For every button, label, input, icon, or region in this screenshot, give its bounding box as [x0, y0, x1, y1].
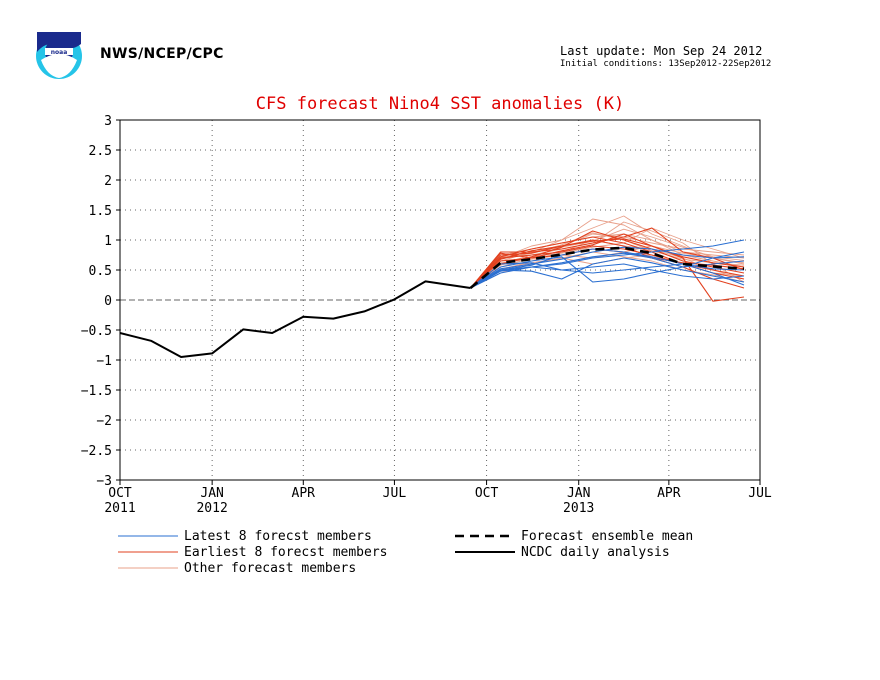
legend-label-analysis: NCDC daily analysis	[521, 545, 670, 560]
y-tick-label: −0.5	[81, 324, 112, 339]
x-tick-label: APR	[657, 486, 681, 501]
chart-axes: −3−2.5−2−1.5−1−0.500.511.522.53OCT2011JA…	[81, 114, 772, 516]
y-tick-label: 1	[104, 234, 112, 249]
y-tick-label: 2.5	[89, 144, 112, 159]
legend-label-mean: Forecast ensemble mean	[521, 529, 693, 544]
other-member-line	[470, 251, 745, 289]
latest-member-line	[470, 251, 745, 289]
initial-conditions-label: Initial conditions: 13Sep2012-22Sep2012	[560, 59, 772, 69]
main-lines-group	[119, 246, 745, 358]
chart-grid	[120, 120, 760, 480]
latest-member-line	[470, 246, 745, 289]
x-tick-label: JUL	[383, 486, 407, 501]
latest-member-line	[470, 262, 745, 289]
x-tick-label: JUL	[748, 486, 772, 501]
earliest-member-line	[470, 238, 745, 289]
x-tick-label: JAN	[567, 486, 590, 501]
last-update-label: Last update: Mon Sep 24 2012	[560, 44, 763, 58]
agency-label: NWS/NCEP/CPC	[100, 46, 224, 62]
latest-members-group	[470, 239, 745, 289]
y-tick-label: 3	[104, 114, 112, 129]
legend-label-other: Other forecast members	[184, 561, 356, 576]
latest-member-line	[470, 239, 745, 289]
plot-frame	[119, 119, 761, 481]
y-tick-label: −1	[96, 354, 112, 369]
x-tick-label: JAN	[200, 486, 223, 501]
x-tick-label: OCT	[475, 486, 499, 501]
latest-member-line	[470, 257, 745, 289]
y-tick-label: 0	[104, 294, 112, 309]
y-tick-label: −2	[96, 414, 112, 429]
chart-title: CFS forecast Nino4 SST anomalies (K)	[256, 94, 624, 114]
y-tick-label: −3	[96, 474, 112, 489]
earliest-member-line	[470, 233, 745, 302]
svg-text:noaa: noaa	[51, 49, 68, 56]
x-tick-year: 2012	[196, 501, 227, 516]
earliest-member-line	[470, 245, 745, 289]
noaa-logo-icon: noaa	[36, 32, 82, 79]
latest-member-line	[470, 248, 745, 289]
x-tick-year: 2011	[104, 501, 135, 516]
y-tick-label: 0.5	[89, 264, 112, 279]
y-tick-label: −2.5	[81, 444, 112, 459]
y-tick-label: −1.5	[81, 384, 112, 399]
x-tick-label: APR	[292, 486, 316, 501]
latest-member-line	[470, 252, 745, 289]
x-tick-year: 2013	[563, 501, 594, 516]
legend-label-latest: Latest 8 forecst members	[184, 529, 372, 544]
analysis-line	[119, 280, 471, 358]
y-tick-label: 1.5	[89, 204, 112, 219]
x-tick-label: OCT	[108, 486, 132, 501]
y-tick-label: 2	[104, 174, 112, 189]
legend-label-earliest: Earliest 8 forecst members	[184, 545, 388, 560]
